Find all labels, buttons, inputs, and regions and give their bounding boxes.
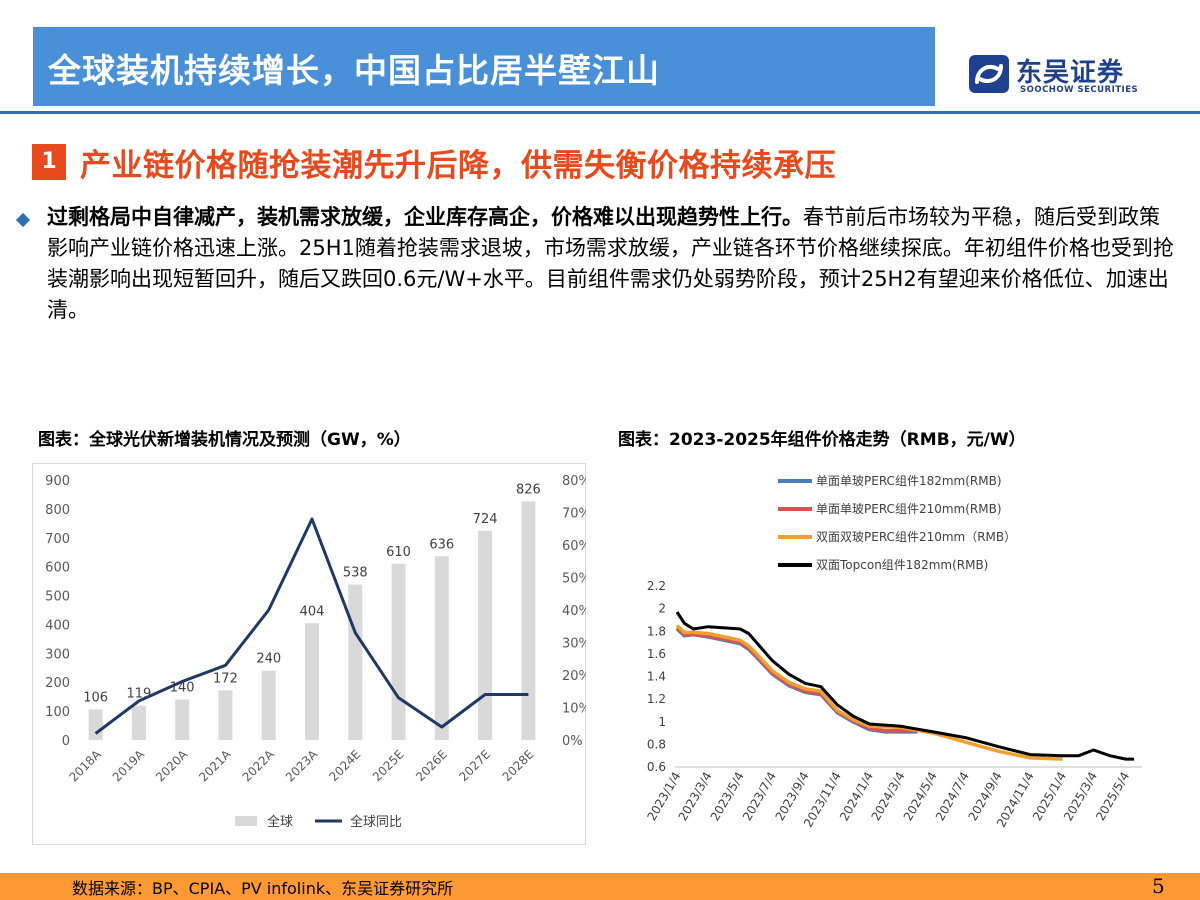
bar-2020A bbox=[175, 699, 190, 740]
left-axis-tick: 500 bbox=[45, 590, 70, 605]
bar-value-label: 610 bbox=[386, 545, 411, 560]
bar-value-label: 119 bbox=[126, 687, 151, 702]
y-axis-tick: 1.6 bbox=[647, 647, 666, 661]
bar-2026E bbox=[434, 556, 449, 740]
y-axis-tick: 1 bbox=[658, 715, 666, 729]
y-axis-tick: 1.4 bbox=[647, 670, 666, 684]
section-number: 1 bbox=[32, 144, 66, 180]
paragraph-body: 春节前后市场较为平稳，随后受到政策影响产业链价格迅速上涨。25H1随着抢装需求退… bbox=[47, 205, 1174, 322]
price-series-4 bbox=[675, 611, 1135, 761]
bar-2022A bbox=[261, 670, 276, 740]
data-source: 数据来源：BP、CPIA、PV infolink、东吴证券研究所 bbox=[72, 879, 454, 898]
right-axis-tick: 40% bbox=[562, 604, 586, 619]
bar-value-label: 140 bbox=[170, 681, 195, 696]
bar-value-label: 106 bbox=[83, 690, 108, 705]
right-axis-tick: 30% bbox=[562, 637, 586, 652]
chart1-title: 图表：全球光伏新增装机情况及预测（GW，%） bbox=[38, 430, 411, 450]
x-axis-tick: 2022A bbox=[240, 747, 278, 785]
diamond-bullet-icon bbox=[15, 212, 31, 228]
paragraph-lead: 过剩格局中自律减产，装机需求放缓，企业库存高企，价格难以出现趋势性上行。 bbox=[47, 205, 803, 229]
x-axis-tick: 2028E bbox=[500, 747, 537, 784]
y-axis-tick: 0.6 bbox=[647, 760, 666, 774]
brand-name-en: SOOCHOW SECURITIES bbox=[1020, 85, 1139, 95]
bar-value-label: 538 bbox=[343, 566, 368, 581]
y-axis-tick: 0.8 bbox=[647, 737, 666, 751]
footer-bar bbox=[0, 873, 1200, 900]
legend-label-3: 双面双玻PERC组件210mm（RMB） bbox=[816, 530, 1016, 544]
legend-bar-label: 全球 bbox=[267, 814, 293, 830]
section-title: 产业链价格随抢装潮先升后降，供需失衡价格持续承压 bbox=[80, 148, 836, 184]
left-axis-tick: 900 bbox=[45, 474, 70, 489]
y-axis-tick: 1.8 bbox=[647, 624, 666, 638]
yoy-line bbox=[94, 517, 529, 735]
page-number: 5 bbox=[1152, 874, 1165, 898]
brand-logo-mark-icon bbox=[969, 55, 1009, 93]
header-divider bbox=[0, 111, 1200, 114]
right-axis-tick: 80% bbox=[562, 474, 586, 489]
left-axis-tick: 100 bbox=[45, 705, 70, 720]
bar-value-label: 636 bbox=[429, 537, 454, 552]
legend-line-label: 全球同比 bbox=[350, 814, 402, 830]
left-axis-tick: 700 bbox=[45, 532, 70, 547]
bar-2027E bbox=[478, 530, 493, 740]
right-axis-tick: 10% bbox=[562, 702, 586, 717]
x-axis-tick: 2023A bbox=[283, 747, 321, 785]
left-axis-tick: 200 bbox=[45, 676, 70, 691]
x-axis-tick: 2021A bbox=[196, 747, 234, 785]
left-axis-tick: 400 bbox=[45, 618, 70, 633]
bar-2028E bbox=[521, 501, 536, 740]
x-axis-tick: 2026E bbox=[413, 747, 450, 784]
body-paragraph: 过剩格局中自律减产，装机需求放缓，企业库存高企，价格难以出现趋势性上行。春节前后… bbox=[47, 202, 1177, 326]
bar-value-label: 172 bbox=[213, 671, 238, 686]
left-axis-tick: 600 bbox=[45, 561, 70, 576]
x-axis-tick: 2024E bbox=[327, 747, 364, 784]
left-axis-tick: 0 bbox=[62, 734, 70, 749]
y-axis-tick: 2.2 bbox=[647, 579, 666, 593]
page-title: 全球装机持续增长，中国占比居半壁江山 bbox=[48, 51, 660, 90]
bar-value-label: 404 bbox=[300, 604, 325, 619]
bar-2024E bbox=[348, 584, 363, 740]
chart1-frame bbox=[32, 463, 586, 845]
right-axis-tick: 20% bbox=[562, 669, 586, 684]
x-axis-tick: 2018A bbox=[66, 747, 104, 785]
bar-2025E bbox=[391, 563, 406, 740]
bar-2018A bbox=[88, 709, 103, 740]
x-axis-tick: 2027E bbox=[456, 747, 493, 784]
price-series-3 bbox=[675, 624, 1063, 761]
bar-value-label: 240 bbox=[256, 652, 281, 667]
right-axis-tick: 70% bbox=[562, 507, 586, 522]
y-axis-tick: 2 bbox=[658, 602, 666, 616]
bar-2019A bbox=[131, 705, 146, 740]
left-axis-tick: 300 bbox=[45, 647, 70, 662]
bar-2023A bbox=[305, 623, 319, 740]
right-axis-tick: 0% bbox=[562, 734, 583, 749]
legend-label-1: 单面单玻PERC组件182mm(RMB) bbox=[816, 474, 1002, 488]
legend-bar-swatch bbox=[235, 816, 257, 826]
installations-chart: 0 100 200 300 400 500 600 700 800 900 0% 10% 20% 30% 4… bbox=[45, 474, 586, 830]
title-bar bbox=[33, 27, 935, 106]
x-axis-tick: 2020A bbox=[153, 747, 191, 785]
chart2-title: 图表：2023-2025年组件价格走势（RMB，元/W） bbox=[618, 430, 1026, 450]
x-axis-tick: 2025E bbox=[370, 747, 407, 784]
bar-value-label: 724 bbox=[473, 512, 498, 527]
bar-value-label: 826 bbox=[516, 482, 541, 497]
y-axis-tick: 1.2 bbox=[647, 692, 666, 706]
x-axis-tick: 2019A bbox=[110, 747, 148, 785]
module-price-chart: 0.60.811.21.41.61.822.22023/1/42023/3/42… bbox=[645, 474, 1142, 830]
legend-label-4: 双面Topcon组件182mm(RMB) bbox=[816, 558, 988, 572]
brand-logo: 东吴证券 SOOCHOW SECURITIES bbox=[968, 50, 1148, 98]
brand-name-cn: 东吴证券 bbox=[1016, 58, 1125, 88]
right-axis-tick: 60% bbox=[562, 539, 586, 554]
bar-2021A bbox=[218, 690, 233, 740]
legend-label-2: 单面单玻PERC组件210mm(RMB) bbox=[816, 502, 1002, 516]
price-series-2 bbox=[675, 626, 918, 733]
left-axis-tick: 800 bbox=[45, 503, 70, 518]
right-axis-tick: 50% bbox=[562, 572, 586, 587]
